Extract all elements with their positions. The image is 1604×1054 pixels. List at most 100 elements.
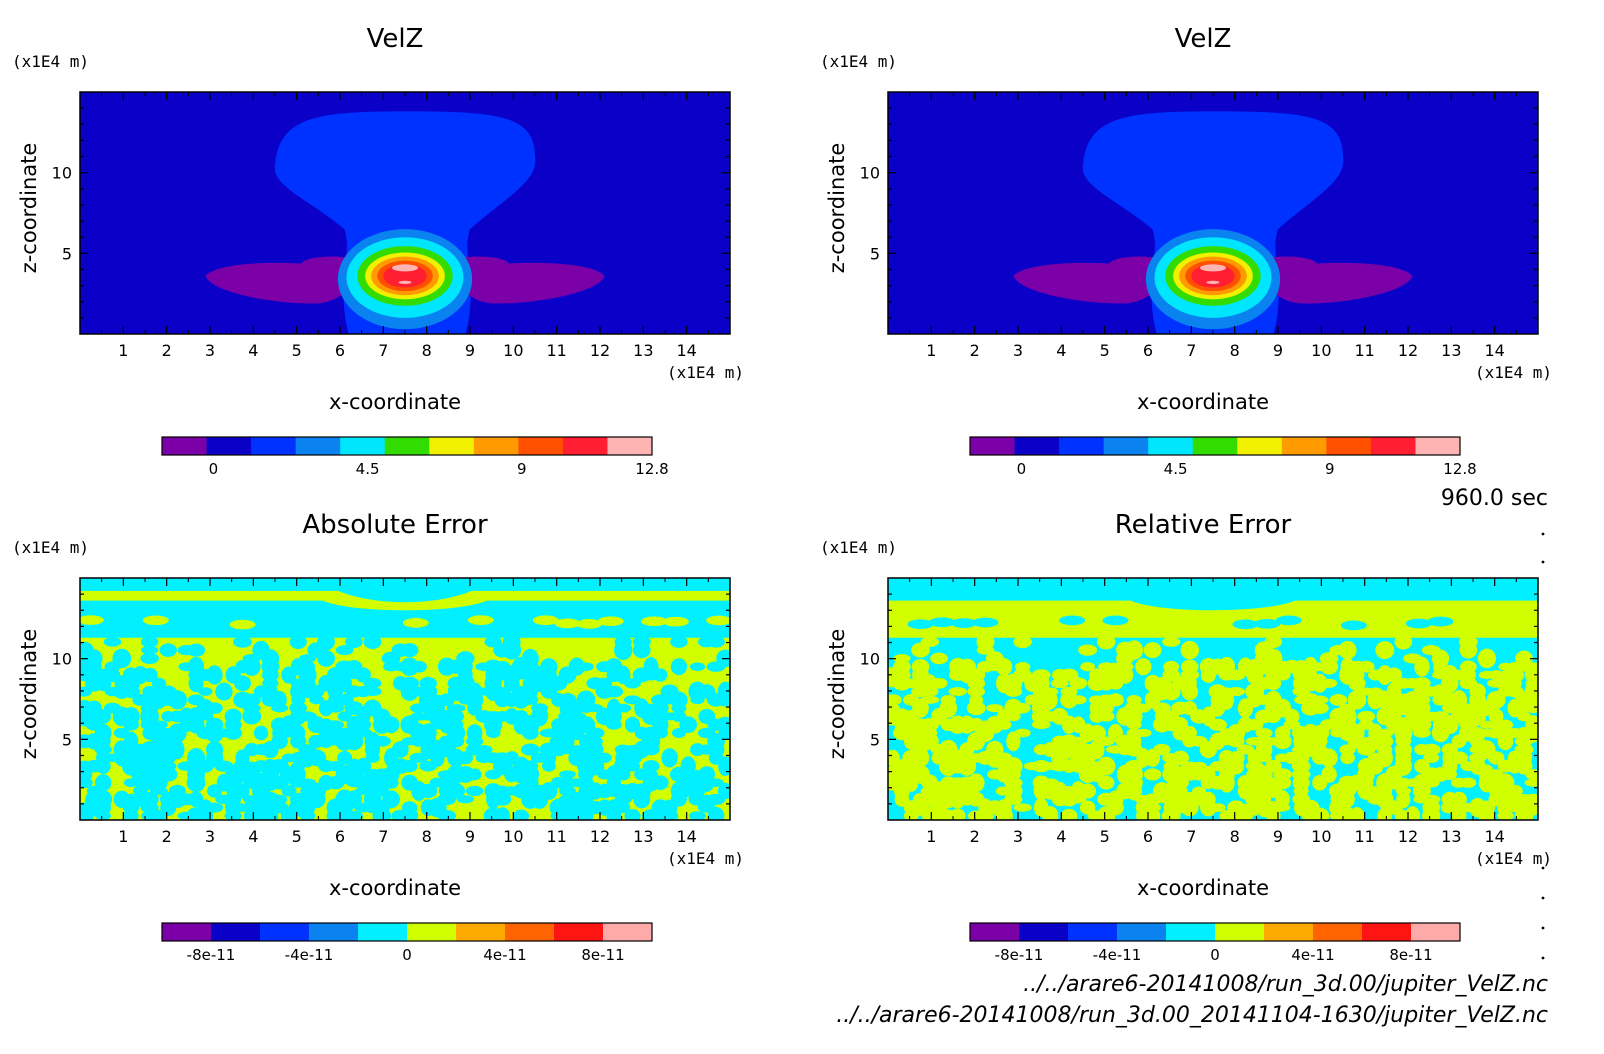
x-unit-label: (x1E4 m) xyxy=(1475,363,1552,382)
x-tick-label: 12 xyxy=(590,341,610,360)
error-noise-blob xyxy=(456,651,475,666)
colorbar-swatch xyxy=(1362,923,1412,941)
velz-negative-lobe-right xyxy=(1265,262,1413,304)
error-noise-blob xyxy=(644,769,659,780)
error-noise-blob xyxy=(1525,769,1538,780)
error-noise-blob xyxy=(364,731,381,751)
error-noise-blob xyxy=(1275,790,1290,809)
colorbar-swatch xyxy=(1014,437,1060,455)
error-noise-blob xyxy=(1209,732,1226,750)
error-top-dome xyxy=(318,578,492,603)
error-noise-blob xyxy=(456,795,474,804)
error-noise-blob xyxy=(1070,695,1087,705)
y-unit-label: (x1E4 m) xyxy=(820,52,897,71)
error-noise-blob xyxy=(234,675,251,692)
panel-title: Absolute Error xyxy=(302,510,488,540)
error-noise-blob xyxy=(289,634,307,649)
error-noise-blob xyxy=(466,682,483,701)
x-tick-label: 4 xyxy=(1056,341,1066,360)
x-tick-label: 8 xyxy=(422,827,432,846)
error-noise-blob xyxy=(1004,698,1023,718)
x-tick-label: 13 xyxy=(633,827,653,846)
x-tick-label: 5 xyxy=(1100,341,1110,360)
x-axis-label: x-coordinate xyxy=(329,390,461,414)
velz-core-peak xyxy=(1200,264,1226,272)
error-noise-blob xyxy=(1014,728,1031,738)
error-noise-blob xyxy=(670,635,688,648)
colorbar-swatch xyxy=(518,437,564,455)
error-noise-blob xyxy=(1006,731,1021,752)
error-band-patch xyxy=(706,615,730,626)
colorbar-swatch xyxy=(562,437,608,455)
error-noise-blob xyxy=(448,709,465,723)
x-tick-label: 1 xyxy=(118,827,128,846)
y-tick-label: 5 xyxy=(62,244,72,263)
error-noise-blob xyxy=(661,748,678,768)
error-noise-blob xyxy=(206,741,224,758)
error-noise-blob xyxy=(112,648,132,669)
colorbar-tick-label: -8e-11 xyxy=(187,946,236,964)
error-band-patch xyxy=(597,616,624,627)
colorbar-swatch xyxy=(1264,923,1314,941)
x-tick-label: 7 xyxy=(1186,341,1196,360)
error-band-patch xyxy=(950,618,977,628)
error-noise-blob xyxy=(355,667,371,683)
colorbar-tick-label: 0 xyxy=(1210,946,1220,964)
error-noise-blob xyxy=(1414,656,1430,677)
x-tick-label: 6 xyxy=(1143,827,1153,846)
colorbar-swatch xyxy=(162,923,212,941)
x-tick-label: 5 xyxy=(292,827,302,846)
colorbar-frame xyxy=(161,436,653,456)
error-noise-blob xyxy=(400,676,420,690)
error-noise-blob xyxy=(893,659,911,674)
x-tick-label: 13 xyxy=(633,341,653,360)
x-tick-label: 10 xyxy=(503,827,523,846)
x-tick-label: 6 xyxy=(335,827,345,846)
y-unit-label: (x1E4 m) xyxy=(12,538,89,557)
error-noise-blob xyxy=(559,770,576,779)
y-tick-label: 10 xyxy=(52,650,72,669)
error-noise-blob xyxy=(616,802,631,814)
colorbar-tick-label: -4e-11 xyxy=(285,946,334,964)
error-noise-blob xyxy=(521,648,539,668)
error-noise-blob xyxy=(1050,678,1069,689)
x-axis-label: x-coordinate xyxy=(1137,876,1269,900)
error-noise-blob xyxy=(493,792,512,806)
x-tick-label: 8 xyxy=(1230,341,1240,360)
error-noise-blob xyxy=(187,643,206,657)
error-noise-blob xyxy=(1097,634,1116,650)
velz-core-peak xyxy=(398,280,412,284)
panel-field xyxy=(888,92,1538,334)
error-noise-blob xyxy=(1227,687,1246,697)
error-noise-blob xyxy=(597,677,613,689)
colorbar-swatch xyxy=(1148,437,1194,455)
time-label: 960.0 sec xyxy=(1441,486,1548,511)
error-noise-blob xyxy=(967,668,986,682)
error-noise-blob xyxy=(242,703,261,713)
error-noise-blob xyxy=(465,785,484,797)
error-noise-blob xyxy=(1423,752,1440,764)
x-tick-label: 9 xyxy=(1273,341,1283,360)
error-noise-blob xyxy=(1227,800,1246,815)
x-tick-label: 14 xyxy=(676,827,696,846)
error-noise-blob xyxy=(1347,690,1367,710)
error-noise-blob xyxy=(1274,725,1291,741)
error-noise-blob xyxy=(457,751,473,765)
error-noise-blob xyxy=(1458,635,1478,649)
error-band-patch xyxy=(1275,615,1302,626)
colorbar-swatch xyxy=(970,923,1020,941)
colorbar-swatch xyxy=(1068,923,1118,941)
x-tick-label: 2 xyxy=(970,827,980,846)
error-noise-blob xyxy=(578,662,594,672)
x-tick-label: 7 xyxy=(1186,827,1196,846)
error-noise-blob xyxy=(1357,710,1376,722)
error-noise-blob xyxy=(1320,748,1338,768)
error-noise-blob xyxy=(85,649,103,668)
colorbar-swatch xyxy=(456,923,506,941)
error-noise-blob xyxy=(911,642,930,658)
x-axis-label: x-coordinate xyxy=(329,876,461,900)
error-noise-blob xyxy=(419,783,438,799)
error-noise-blob xyxy=(1321,766,1337,783)
x-unit-label: (x1E4 m) xyxy=(667,363,744,382)
